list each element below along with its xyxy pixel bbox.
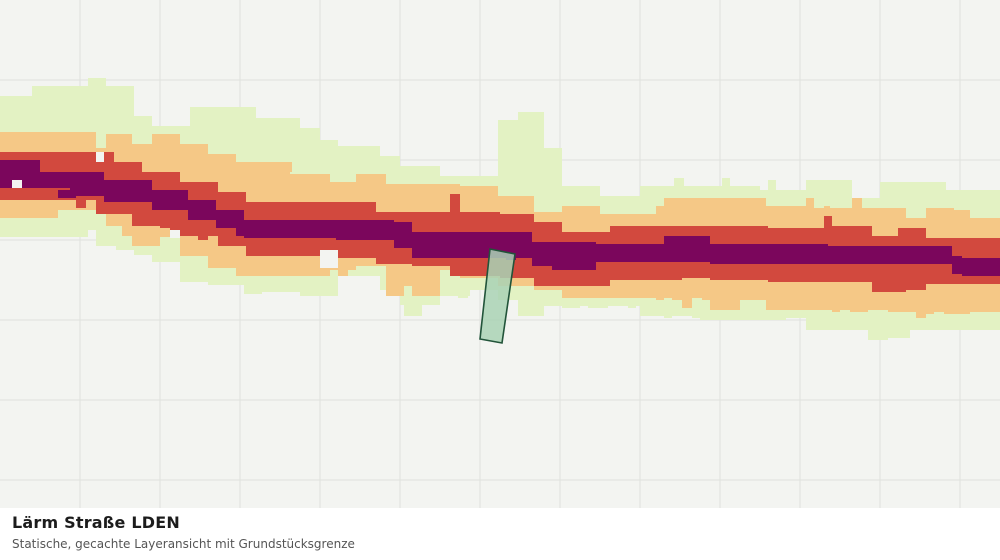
noise-cell [906,312,916,322]
noise-cell [272,256,290,276]
noise-cell [628,298,636,308]
noise-cell [692,298,702,318]
noise-cell [664,298,672,318]
noise-cell [180,256,208,282]
noise-cell [426,166,440,184]
noise-cell [236,256,254,276]
noise-cell [40,200,58,216]
noise-cell [674,198,684,208]
noise-bands [0,78,1000,340]
noise-cell [76,196,86,208]
noise-cell [338,266,348,276]
noise-cell [740,198,748,208]
noise-cell [600,214,610,224]
noise-cell [524,300,544,316]
noise-cell [868,310,888,340]
noise-hole [170,230,180,238]
parcel-boundary[interactable] [479,248,516,344]
noise-hole [12,180,22,188]
noise-cell [710,298,740,310]
noise-cell [694,186,712,198]
noise-patches [0,144,1000,340]
noise-cell [450,194,460,212]
noise-cell [366,174,386,184]
noise-cell [806,198,814,208]
noise-cell [674,178,684,198]
noise-cell [122,226,132,236]
noise-cell [458,280,468,298]
noise-cell [152,144,180,154]
map-subtitle: Statische, gecachte Layeransicht mit Gru… [12,537,355,551]
noise-area [0,160,1000,276]
noise-cell [198,228,208,240]
noise-cell [562,206,580,214]
noise-cell [898,282,906,292]
noise-cell [152,246,162,256]
noise-cell [898,182,906,210]
noise-cell [488,186,498,196]
noise-cell [562,298,580,308]
noise-cell [460,186,470,196]
noise-cell [682,298,692,308]
noise-cell [898,228,926,238]
noise-cell [768,180,776,198]
map-title: Lärm Straße LDEN [12,513,180,532]
noise-cell [822,310,832,330]
noise-cell [926,182,944,210]
noise-cell [280,246,290,256]
noise-cell [824,216,832,226]
noise-cell [300,256,318,276]
noise-cell [300,276,338,296]
noise-cell [588,298,608,308]
noise-cell [842,180,852,198]
noise-cell [132,214,142,226]
map-caption: Lärm Straße LDEN Statische, gecachte Lay… [0,508,1000,560]
noise-cell [852,198,862,208]
noise-cell [628,290,636,298]
noise-cell [972,190,1000,210]
noise-cell [840,310,850,330]
noise-hole [96,152,104,162]
noise-cell [926,208,954,218]
noise-cell [0,180,12,188]
noise-cell [244,282,262,294]
noise-cell [96,228,124,246]
noise-cell [170,222,180,236]
noise-band-4 [0,160,1000,276]
noise-cell [104,152,114,162]
noise-map[interactable] [0,0,1000,508]
noise-cell [628,196,636,206]
noise-cell [254,246,264,256]
noise-hole [320,250,338,268]
noise-cell [972,312,990,330]
noise-cell [656,186,664,206]
noise-cell [722,178,730,198]
noise-cell [40,218,68,236]
noise-cell [142,226,160,246]
noise-cell [460,176,470,186]
noise-cell [208,246,226,256]
noise-cell [412,276,440,296]
noise-cell [758,310,786,320]
noise-cell [190,236,198,246]
noise-cell [898,208,906,218]
noise-cell [236,162,292,172]
noise-cell [236,226,244,236]
noise-cell [564,186,580,206]
noise-cell [58,190,76,198]
noise-cell [562,290,572,298]
noise-cell [600,196,610,206]
noise-cell [620,214,636,224]
noise-cell [934,312,944,330]
noise-cell [740,186,748,198]
